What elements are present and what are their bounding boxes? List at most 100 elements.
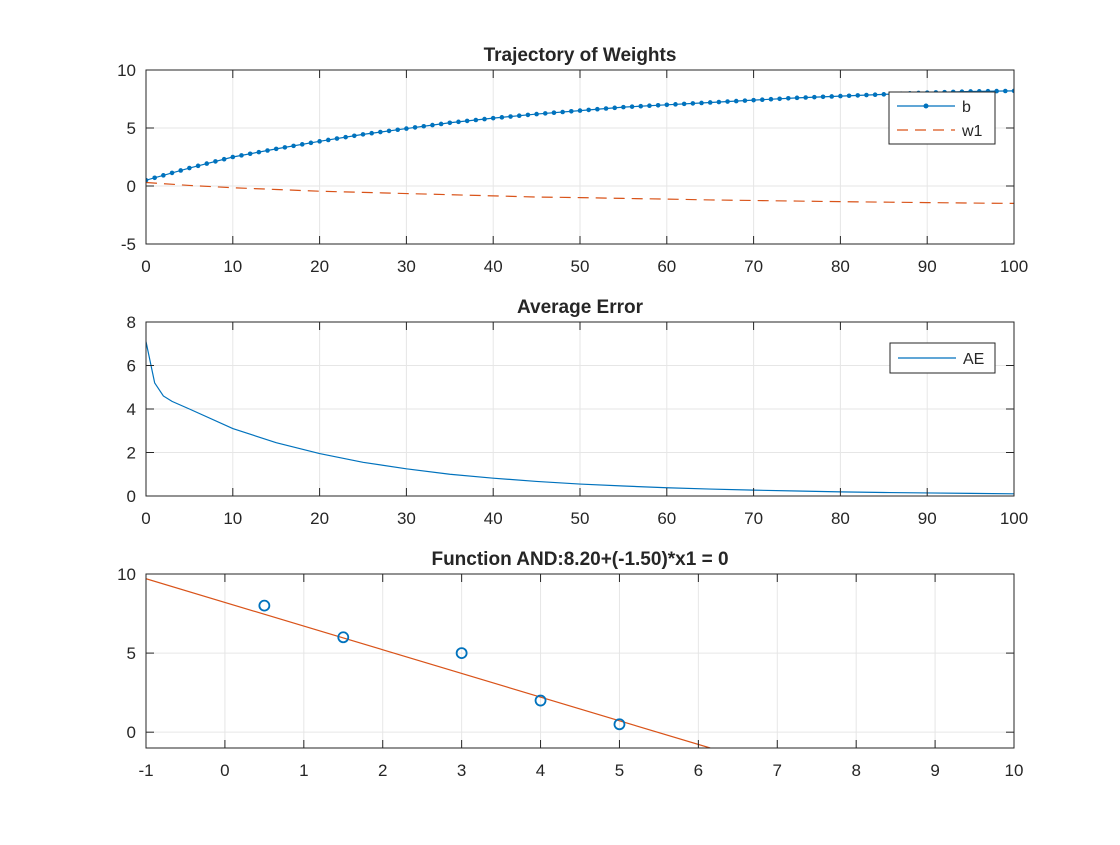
y-tick-label: 0: [127, 487, 136, 506]
series-line-w1: [146, 181, 1014, 204]
series-line-AE: [146, 341, 1014, 495]
series-point-b: [273, 146, 279, 152]
x-tick-label: 100: [1000, 257, 1028, 276]
x-tick-label: 80: [831, 257, 850, 276]
series-point-b: [759, 97, 765, 102]
series-point-b: [412, 125, 418, 130]
series-point-b: [725, 99, 730, 104]
x-tick-label: 60: [657, 257, 676, 276]
series-point-b: [681, 101, 687, 107]
series-point-b: [369, 130, 374, 136]
x-tick-label: 30: [397, 257, 416, 276]
y-tick-label: 10: [117, 61, 136, 80]
series-point-b: [430, 122, 435, 128]
legend-label-AE: AE: [963, 351, 984, 368]
series-point-b: [395, 127, 401, 133]
y-tick-label: -5: [121, 235, 136, 254]
scatter-point: [337, 631, 350, 644]
series-point-b: [456, 119, 461, 125]
x-tick-label: 10: [223, 509, 242, 528]
x-tick-label: 60: [657, 509, 676, 528]
y-tick-label: 6: [127, 357, 136, 376]
series-point-b: [464, 118, 470, 124]
series-point-b: [542, 111, 548, 116]
chart-title: Average Error: [517, 297, 644, 318]
series-point-b: [794, 95, 800, 101]
series-point-b: [473, 117, 479, 123]
series-point-b: [325, 137, 331, 143]
x-tick-label: 90: [918, 509, 937, 528]
x-tick-label: 8: [851, 761, 860, 780]
x-tick-label: 90: [918, 257, 937, 276]
plot-area: [146, 574, 1014, 748]
x-tick-label: 70: [744, 509, 763, 528]
x-tick-label: 9: [930, 761, 939, 780]
series-point-b: [612, 105, 618, 111]
scatter-point: [258, 599, 271, 612]
series-point-b: [1011, 88, 1014, 94]
series-point-b: [586, 107, 591, 113]
scatter-point: [613, 718, 626, 731]
series-point-b: [777, 96, 782, 102]
series-point-b: [751, 97, 756, 103]
series-point-b: [482, 116, 487, 122]
series-point-b: [621, 104, 626, 110]
x-tick-label: 5: [615, 761, 624, 780]
x-tick-label: 20: [310, 509, 329, 528]
series-point-b: [742, 98, 748, 103]
series-point-b: [291, 143, 296, 149]
series-point-b: [299, 142, 305, 147]
series-point-b: [707, 100, 713, 105]
legend: b w1: [888, 91, 996, 145]
series-point-b: [846, 93, 852, 99]
x-tick-label: 50: [571, 257, 590, 276]
x-tick-label: 4: [536, 761, 545, 780]
y-tick-label: 4: [127, 400, 136, 419]
series-point-b: [690, 101, 696, 106]
series-point-b: [404, 126, 409, 131]
axes-box: [145, 573, 1015, 749]
series-point-b: [508, 114, 513, 119]
series-point-b: [230, 154, 236, 160]
series-point-b: [551, 110, 557, 115]
series-point-b: [629, 104, 635, 109]
x-tick-label: 7: [773, 761, 782, 780]
y-tick-label: 5: [127, 644, 136, 663]
series-point-b: [803, 95, 808, 100]
x-tick-label: 2: [378, 761, 387, 780]
series-point-b: [603, 106, 609, 111]
series-point-b: [768, 96, 774, 102]
series-point-b: [812, 94, 817, 100]
series-point-b: [256, 149, 262, 155]
x-tick-label: 100: [1000, 509, 1028, 528]
series-point-b: [352, 133, 357, 139]
x-tick-label: 6: [694, 761, 703, 780]
x-tick-label: 80: [831, 509, 850, 528]
plot-average-error: 0 10 20 30 40 50 60 70 80 90 100 0 2 4 6 8 Average Error…: [127, 297, 1029, 528]
series-point-b: [516, 113, 522, 119]
series-point-b: [204, 161, 210, 166]
series-point-b: [655, 102, 661, 108]
series-point-b: [664, 102, 670, 108]
x-tick-label: 30: [397, 509, 416, 528]
series-point-b: [447, 120, 453, 126]
series-point-b: [855, 93, 861, 98]
x-tick-label: 40: [484, 257, 503, 276]
series-point-b: [421, 123, 427, 129]
series-point-b: [360, 132, 366, 137]
x-tick-label: 70: [744, 257, 763, 276]
series-point-b: [343, 134, 348, 140]
series-point-b: [595, 106, 600, 112]
series-point-b: [699, 100, 704, 106]
series-point-b: [499, 115, 505, 120]
series-point-b: [221, 156, 227, 162]
y-tick-label: 0: [127, 723, 136, 742]
x-tick-label: 10: [1005, 761, 1024, 780]
data-layer: [146, 578, 711, 748]
series-point-b: [881, 92, 887, 97]
series-point-b: [490, 115, 496, 121]
series-point-b: [864, 92, 869, 98]
chart-title: Trajectory of Weights: [484, 45, 677, 66]
